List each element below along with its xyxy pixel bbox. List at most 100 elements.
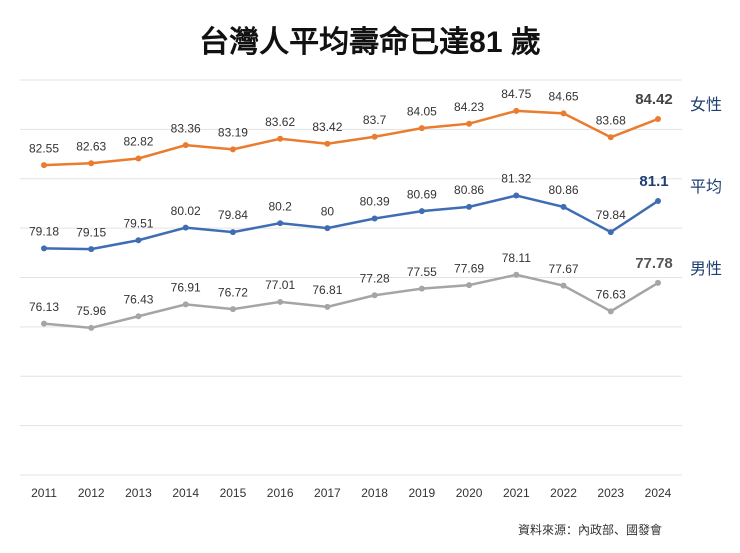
x-tick-label: 2021 [503,486,530,500]
x-tick-label: 2018 [361,486,388,500]
value-label: 79.84 [218,208,248,222]
point [607,229,614,236]
value-label: 84.05 [407,104,437,118]
point [371,133,378,140]
point [324,140,331,147]
point [182,224,189,231]
point [135,313,142,320]
source-note: 資料來源：內政部、國發會 [518,522,662,537]
x-tick-label: 2024 [645,486,672,500]
point [607,134,614,141]
point [41,320,47,327]
value-label: 83.7 [363,113,387,127]
value-label: 84.75 [501,87,531,101]
point [513,107,520,114]
value-label: 80.2 [268,199,292,213]
value-label: 77.28 [360,271,390,285]
value-label: 80.02 [171,204,201,218]
value-label: 76.72 [218,285,248,299]
point [513,271,520,278]
point [560,203,567,210]
value-label: 80.86 [549,183,579,197]
point [655,279,661,286]
value-label: 82.82 [123,135,153,149]
x-tick-label: 2023 [597,486,624,500]
value-label: 76.63 [596,287,626,301]
point [277,298,284,305]
x-tick-label: 2019 [408,486,435,500]
value-label: 77.67 [549,262,579,276]
value-label: 80.69 [407,187,437,201]
value-label: 79.15 [76,225,106,239]
value-label: 84.23 [454,100,484,114]
x-tick-label: 2013 [125,486,152,500]
value-label: 76.91 [171,281,201,295]
value-label: 82.55 [29,141,59,155]
value-label: 79.84 [596,208,626,222]
value-label: 78.11 [502,251,531,265]
legend-label: 平均 [690,178,722,196]
point [229,229,236,236]
point [560,110,567,117]
value-label: 81.32 [501,172,531,186]
point [607,308,614,315]
point [324,225,331,232]
point [277,220,284,227]
point [466,282,473,289]
point [182,142,189,149]
point [88,246,95,253]
point [655,197,661,204]
value-label: 84.42 [635,91,673,108]
legend-label: 女性 [690,95,722,114]
point [655,116,661,123]
value-label: 77.78 [635,255,673,272]
value-label: 83.19 [218,126,248,140]
value-label: 83.42 [312,120,342,134]
value-label: 84.65 [549,90,579,104]
point [513,192,520,199]
point [229,146,236,153]
value-label: 76.13 [29,300,59,314]
x-tick-label: 2011 [31,486,57,500]
chart-title: 台灣人平均壽命已達81 歲 [199,25,541,59]
value-label: 81.1 [639,173,668,190]
point [277,135,284,142]
value-label: 79.18 [29,225,59,239]
point [371,292,378,299]
value-label: 79.51 [123,216,153,230]
point [418,125,425,132]
legend-label: 男性 [690,260,722,278]
point [135,237,142,244]
point [418,208,425,215]
point [41,162,47,169]
point [182,301,189,308]
point [466,203,473,210]
value-label: 83.62 [265,115,295,129]
x-tick-label: 2015 [220,486,247,500]
value-label: 80 [321,204,335,218]
x-tick-label: 2012 [78,486,105,500]
value-label: 77.01 [265,278,295,292]
value-label: 82.63 [76,139,106,153]
point [88,160,95,167]
point [418,285,425,292]
value-label: 83.68 [596,113,626,127]
point [324,303,331,310]
point [229,306,236,313]
value-label: 83.36 [171,121,201,135]
series-line [43,273,659,330]
point [41,245,47,252]
point [135,155,142,162]
value-label: 77.69 [454,261,484,275]
x-tick-label: 2016 [267,486,294,500]
point [466,120,473,127]
point [371,215,378,222]
value-label: 76.43 [123,292,153,306]
series-line [43,109,659,167]
x-tick-label: 2022 [550,486,577,500]
x-tick-label: 2017 [314,486,341,500]
value-label: 75.96 [76,304,106,318]
point [88,324,95,331]
value-label: 77.55 [407,265,437,279]
